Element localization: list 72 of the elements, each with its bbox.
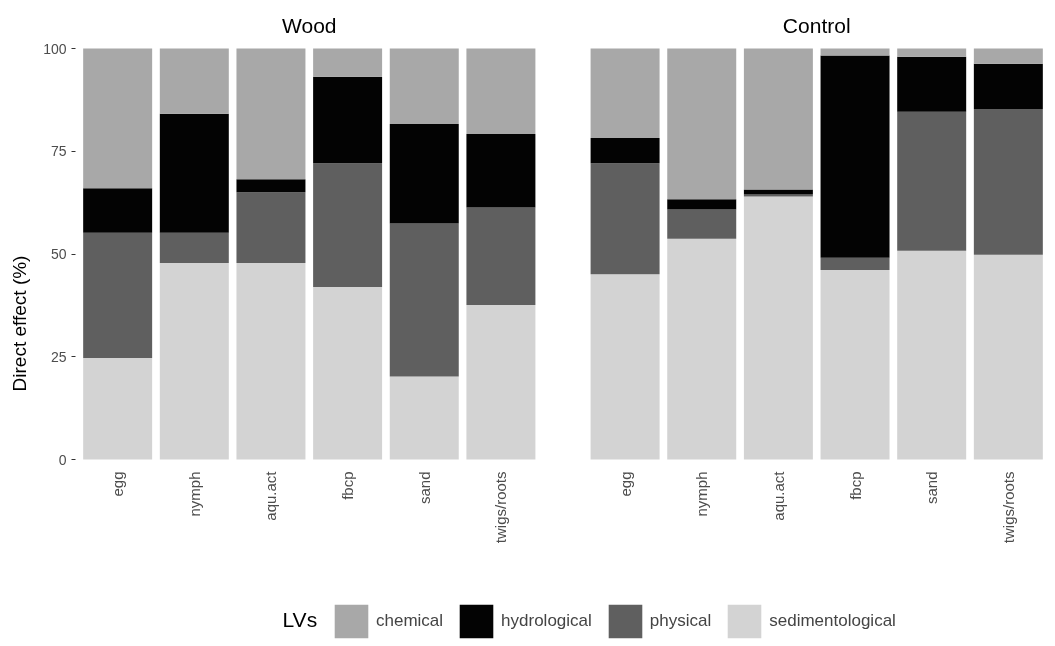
bar — [897, 111, 967, 251]
bar — [236, 179, 306, 193]
bar — [973, 63, 1043, 109]
x-tick-label: sand — [923, 471, 941, 505]
y-axis-title: Direct effect (%) — [9, 255, 31, 392]
bar — [743, 194, 813, 197]
y-tick-label: 100 — [43, 40, 67, 57]
bar — [590, 163, 660, 275]
bar — [159, 263, 229, 460]
bar — [667, 199, 737, 210]
legend-label: chemical — [376, 611, 444, 631]
bar — [590, 48, 660, 139]
bar — [83, 357, 153, 460]
bar — [820, 55, 890, 258]
legend-label: physical — [649, 611, 712, 631]
chart-title: Wood — [282, 13, 337, 37]
x-tick-label: twigs/roots — [999, 471, 1017, 544]
bar — [313, 48, 383, 77]
bar — [466, 304, 536, 460]
chart-title: Control — [782, 13, 851, 37]
bar — [83, 48, 153, 189]
bar — [667, 209, 737, 239]
x-tick-label: nymph — [185, 471, 203, 517]
y-tick-label: 50 — [50, 246, 67, 262]
bar — [897, 56, 967, 112]
x-tick-label: sand — [415, 471, 433, 505]
y-tick-label: 25 — [50, 348, 67, 365]
x-tick-label: aqu.act — [769, 470, 787, 521]
bar — [590, 274, 660, 460]
bar — [973, 108, 1043, 255]
legend-label: hydrological — [501, 611, 592, 631]
bar — [743, 196, 813, 460]
bar — [973, 48, 1043, 64]
x-tick-label: fbcp — [846, 471, 864, 500]
bar — [820, 270, 890, 460]
bar — [389, 48, 459, 125]
x-tick-label: egg — [616, 471, 634, 497]
bar — [743, 48, 813, 190]
bar — [236, 263, 306, 460]
bar — [236, 48, 306, 180]
y-tick-label: 0 — [58, 451, 67, 468]
bar — [83, 188, 153, 233]
x-tick-label: twigs/roots — [492, 471, 510, 544]
bar — [466, 133, 536, 208]
x-tick-label: nymph — [693, 471, 711, 517]
bar — [973, 254, 1043, 460]
bar — [159, 48, 229, 114]
y-tick-label: 75 — [50, 143, 67, 160]
bar — [159, 113, 229, 233]
bar — [590, 138, 660, 164]
bar — [897, 48, 967, 57]
bar — [236, 192, 306, 264]
bar — [313, 286, 383, 460]
bar — [743, 189, 813, 195]
bar — [389, 124, 459, 224]
bar — [820, 257, 890, 271]
bar — [667, 48, 737, 200]
bar — [313, 163, 383, 287]
bar — [389, 223, 459, 377]
x-tick-label: aqu.act — [262, 470, 280, 521]
bar — [313, 76, 383, 164]
bar — [389, 376, 459, 460]
x-tick-label: egg — [109, 471, 127, 497]
bar — [83, 232, 153, 358]
legend-title: LVs — [282, 608, 318, 631]
bar — [667, 238, 737, 460]
legend-label: sedimentological — [769, 611, 896, 631]
bar — [466, 48, 536, 134]
bar — [466, 207, 536, 305]
bar — [897, 250, 967, 460]
bar — [159, 232, 229, 264]
x-tick-label: fbcp — [339, 471, 357, 500]
